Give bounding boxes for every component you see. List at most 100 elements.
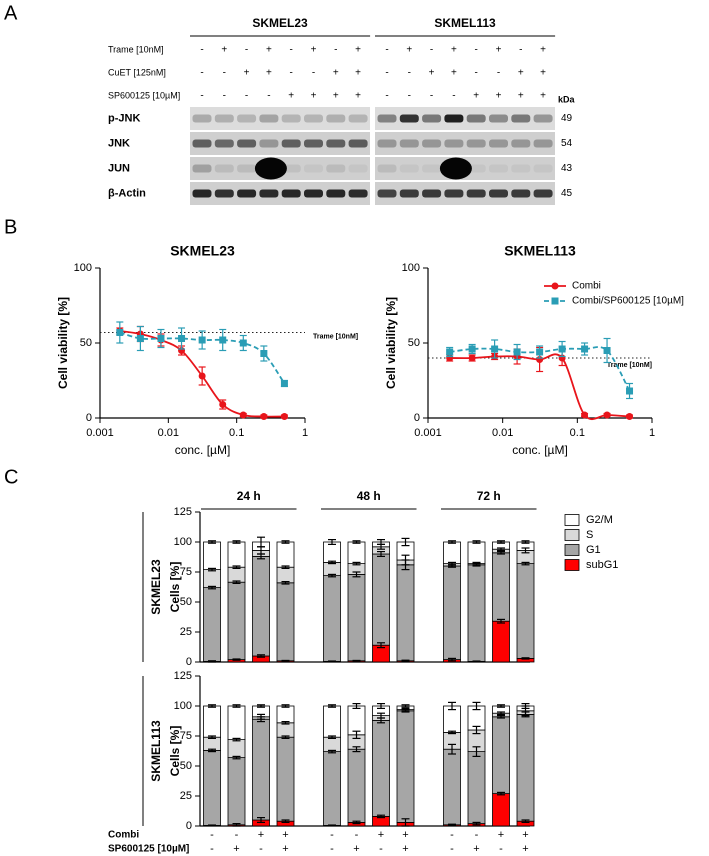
treatment-sign: + [333, 68, 339, 79]
x-tick-label: 0.01 [158, 427, 179, 439]
condition-sign: + [282, 843, 288, 855]
error-bar [472, 561, 481, 566]
blot-band [439, 157, 472, 180]
blot-band [348, 114, 368, 123]
x-tick-label: 1 [302, 427, 308, 439]
bar-segment [323, 705, 341, 738]
error-bar [377, 550, 385, 558]
blot-row-label: JNK [108, 137, 130, 149]
treatment-sign: + [540, 91, 546, 102]
blot-band [326, 114, 346, 123]
data-point [239, 339, 247, 347]
bar-segment [203, 705, 221, 738]
data-point [626, 387, 634, 395]
treatment-sign: - [245, 45, 248, 56]
data-point [558, 345, 566, 353]
treatment-sign: + [451, 68, 457, 79]
bar-segment [443, 565, 461, 660]
treatment-sign: - [408, 68, 411, 79]
error-bar [377, 538, 385, 546]
error-bar [208, 567, 216, 572]
condition-sign: - [355, 829, 359, 841]
error-bar [281, 659, 290, 662]
blot-band [466, 164, 486, 173]
bar-segment [347, 705, 366, 736]
blot-band [281, 139, 301, 148]
data-point [198, 336, 206, 344]
legend-label: S [586, 529, 593, 541]
bar-segment [396, 710, 415, 823]
error-bar [448, 657, 456, 662]
y-tick-label: 100 [174, 700, 192, 712]
blot-band [377, 114, 397, 123]
blot-band [348, 164, 368, 173]
y-tick-label: 25 [180, 626, 192, 638]
bar-segment [492, 716, 510, 794]
bar-segment [276, 705, 295, 724]
bar-segment [516, 563, 535, 659]
treatment-sign: + [244, 68, 250, 79]
treatment-sign: - [200, 45, 203, 56]
data-point [198, 372, 206, 380]
bar-segment [276, 736, 295, 822]
bar-segment [276, 541, 295, 568]
error-bar [328, 560, 336, 565]
error-bar [232, 565, 241, 570]
blot-band [422, 189, 442, 198]
error-bar [328, 538, 336, 546]
y-tick-label: 100 [402, 262, 420, 274]
bar-segment [467, 541, 486, 565]
error-bar [281, 580, 290, 585]
treatment-sign: - [290, 45, 293, 56]
error-bar [328, 573, 336, 578]
panel-label: B [4, 216, 17, 238]
error-bar [352, 702, 361, 710]
error-bar [472, 821, 481, 826]
y-tick-label: 75 [180, 730, 192, 742]
condition-sign: + [282, 829, 288, 841]
blot-band [399, 164, 419, 173]
blot-band [254, 157, 287, 180]
error-bar [448, 730, 456, 735]
error-bar [377, 702, 385, 710]
group-label: 24 h [237, 489, 261, 503]
y-tick-label: 25 [180, 790, 192, 802]
blot-row-label: β-Actin [108, 187, 146, 199]
y-tick-label: 0 [186, 820, 192, 832]
treatment-sign: - [430, 91, 433, 102]
treatment-label: SP600125 [10µM] [108, 90, 180, 100]
blot-strip [375, 182, 555, 205]
error-bar [257, 816, 265, 824]
blot-band [192, 114, 212, 123]
error-bar [352, 820, 361, 825]
data-point [136, 335, 144, 342]
condition-sign: - [235, 829, 239, 841]
chart-title: SKMEL113 [504, 243, 576, 259]
blot-band [237, 189, 257, 198]
condition-sign: + [233, 843, 239, 855]
condition-sign: - [450, 843, 454, 855]
error-bar [208, 704, 216, 708]
x-tick-label: 0.1 [570, 427, 585, 439]
blot-band [214, 164, 234, 173]
legend-marker [551, 282, 559, 290]
blot-row-label: p-JNK [108, 112, 140, 124]
error-bar [328, 704, 336, 708]
error-bar [232, 704, 241, 708]
y-tick-label: 100 [174, 536, 192, 548]
error-bar [208, 824, 216, 827]
error-bar [377, 712, 385, 719]
error-bar [472, 540, 481, 544]
data-point [626, 413, 634, 420]
treatment-sign: + [355, 91, 361, 102]
legend-label: G2/M [586, 514, 613, 526]
treatment-sign: + [355, 68, 361, 79]
blot-band [533, 189, 553, 198]
error-bar [281, 720, 290, 725]
bar-segment [372, 720, 390, 817]
data-point [603, 347, 611, 354]
bar-segment [203, 736, 221, 751]
bar-segment [227, 705, 246, 740]
condition-label: SP600125 [10µM] [108, 844, 189, 855]
bar-segment [227, 566, 246, 583]
